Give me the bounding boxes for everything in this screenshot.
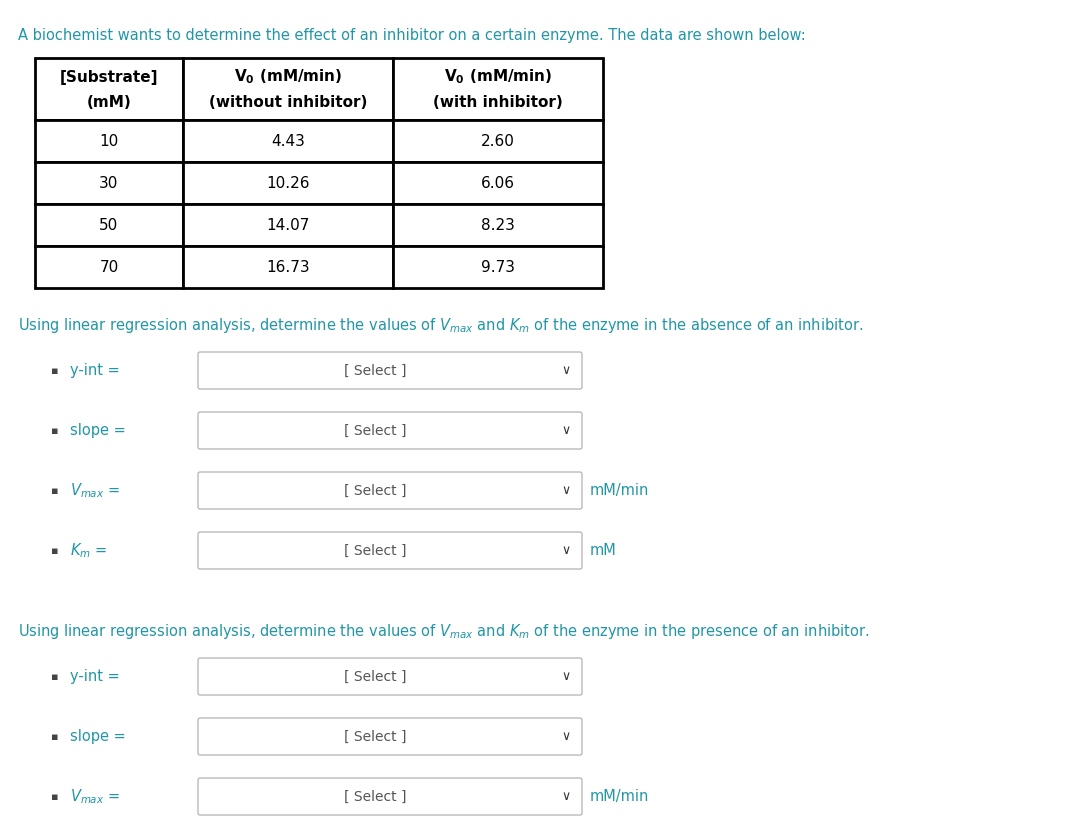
Text: slope =: slope =: [70, 729, 126, 744]
Text: (without inhibitor): (without inhibitor): [209, 95, 367, 110]
Text: 14.07: 14.07: [266, 217, 309, 232]
Text: ∨: ∨: [562, 484, 570, 497]
Text: 8.23: 8.23: [481, 217, 515, 232]
Text: (with inhibitor): (with inhibitor): [433, 95, 563, 110]
Bar: [183, 246, 393, 288]
Text: ∨: ∨: [562, 544, 570, 557]
Text: ∨: ∨: [562, 670, 570, 683]
Text: [ Select ]: [ Select ]: [344, 424, 407, 437]
Text: [ Select ]: [ Select ]: [344, 543, 407, 558]
Text: Using linear regression analysis, determine the values of $V_{max}$ and $K_m$ of: Using linear regression analysis, determ…: [18, 622, 870, 641]
FancyBboxPatch shape: [198, 532, 582, 569]
Text: slope =: slope =: [70, 423, 126, 438]
Text: ∨: ∨: [562, 730, 570, 743]
Text: [ Select ]: [ Select ]: [344, 670, 407, 684]
Bar: [183, 162, 393, 204]
Text: $V_{max}$ =: $V_{max}$ =: [70, 788, 120, 806]
Bar: [393, 120, 603, 162]
FancyBboxPatch shape: [198, 412, 582, 449]
Text: 4.43: 4.43: [272, 134, 305, 149]
Bar: [393, 204, 603, 246]
Text: mM/min: mM/min: [590, 483, 649, 498]
Bar: [35, 162, 183, 204]
Bar: [35, 120, 183, 162]
Text: mM: mM: [590, 543, 617, 558]
Text: 30: 30: [100, 176, 119, 191]
Text: mM/min: mM/min: [590, 789, 649, 804]
Text: 2.60: 2.60: [481, 134, 515, 149]
FancyBboxPatch shape: [198, 658, 582, 695]
Text: [ Select ]: [ Select ]: [344, 789, 407, 803]
Bar: [35, 246, 183, 288]
Text: ▪: ▪: [51, 732, 58, 742]
Bar: [393, 162, 603, 204]
Bar: [183, 204, 393, 246]
FancyBboxPatch shape: [198, 778, 582, 815]
Bar: [35, 58, 183, 120]
Text: $K_m$ =: $K_m$ =: [70, 541, 107, 560]
Text: 50: 50: [100, 217, 119, 232]
Text: ▪: ▪: [51, 792, 58, 802]
Bar: [393, 58, 603, 120]
Text: Using linear regression analysis, determine the values of $V_{max}$ and $K_m$ of: Using linear regression analysis, determ…: [18, 316, 863, 335]
Text: $\mathbf{V_0}$ (mM/min): $\mathbf{V_0}$ (mM/min): [234, 67, 342, 86]
Text: [ Select ]: [ Select ]: [344, 730, 407, 743]
Text: ▪: ▪: [51, 671, 58, 681]
Text: 9.73: 9.73: [481, 259, 515, 274]
FancyBboxPatch shape: [198, 472, 582, 509]
Text: 16.73: 16.73: [266, 259, 309, 274]
Text: ∨: ∨: [562, 364, 570, 377]
Text: ▪: ▪: [51, 426, 58, 436]
Text: 6.06: 6.06: [481, 176, 515, 191]
Text: y-int =: y-int =: [70, 669, 120, 684]
Bar: [183, 120, 393, 162]
Text: y-int =: y-int =: [70, 363, 120, 378]
Text: ▪: ▪: [51, 546, 58, 555]
Text: $V_{max}$ =: $V_{max}$ =: [70, 482, 120, 500]
Bar: [393, 246, 603, 288]
Text: ∨: ∨: [562, 790, 570, 803]
Text: (mM): (mM): [87, 95, 131, 110]
Text: $\mathbf{V_0}$ (mM/min): $\mathbf{V_0}$ (mM/min): [444, 67, 552, 86]
Text: ▪: ▪: [51, 365, 58, 375]
Text: [ Select ]: [ Select ]: [344, 483, 407, 497]
Text: [Substrate]: [Substrate]: [60, 70, 158, 85]
FancyBboxPatch shape: [198, 352, 582, 389]
Text: 70: 70: [100, 259, 119, 274]
Text: ∨: ∨: [562, 424, 570, 437]
Bar: [35, 204, 183, 246]
Text: 10.26: 10.26: [266, 176, 309, 191]
Text: A biochemist wants to determine the effect of an inhibitor on a certain enzyme. : A biochemist wants to determine the effe…: [18, 28, 806, 43]
Text: [ Select ]: [ Select ]: [344, 364, 407, 378]
Text: ▪: ▪: [51, 486, 58, 496]
Bar: [183, 58, 393, 120]
FancyBboxPatch shape: [198, 718, 582, 755]
Text: 10: 10: [100, 134, 119, 149]
